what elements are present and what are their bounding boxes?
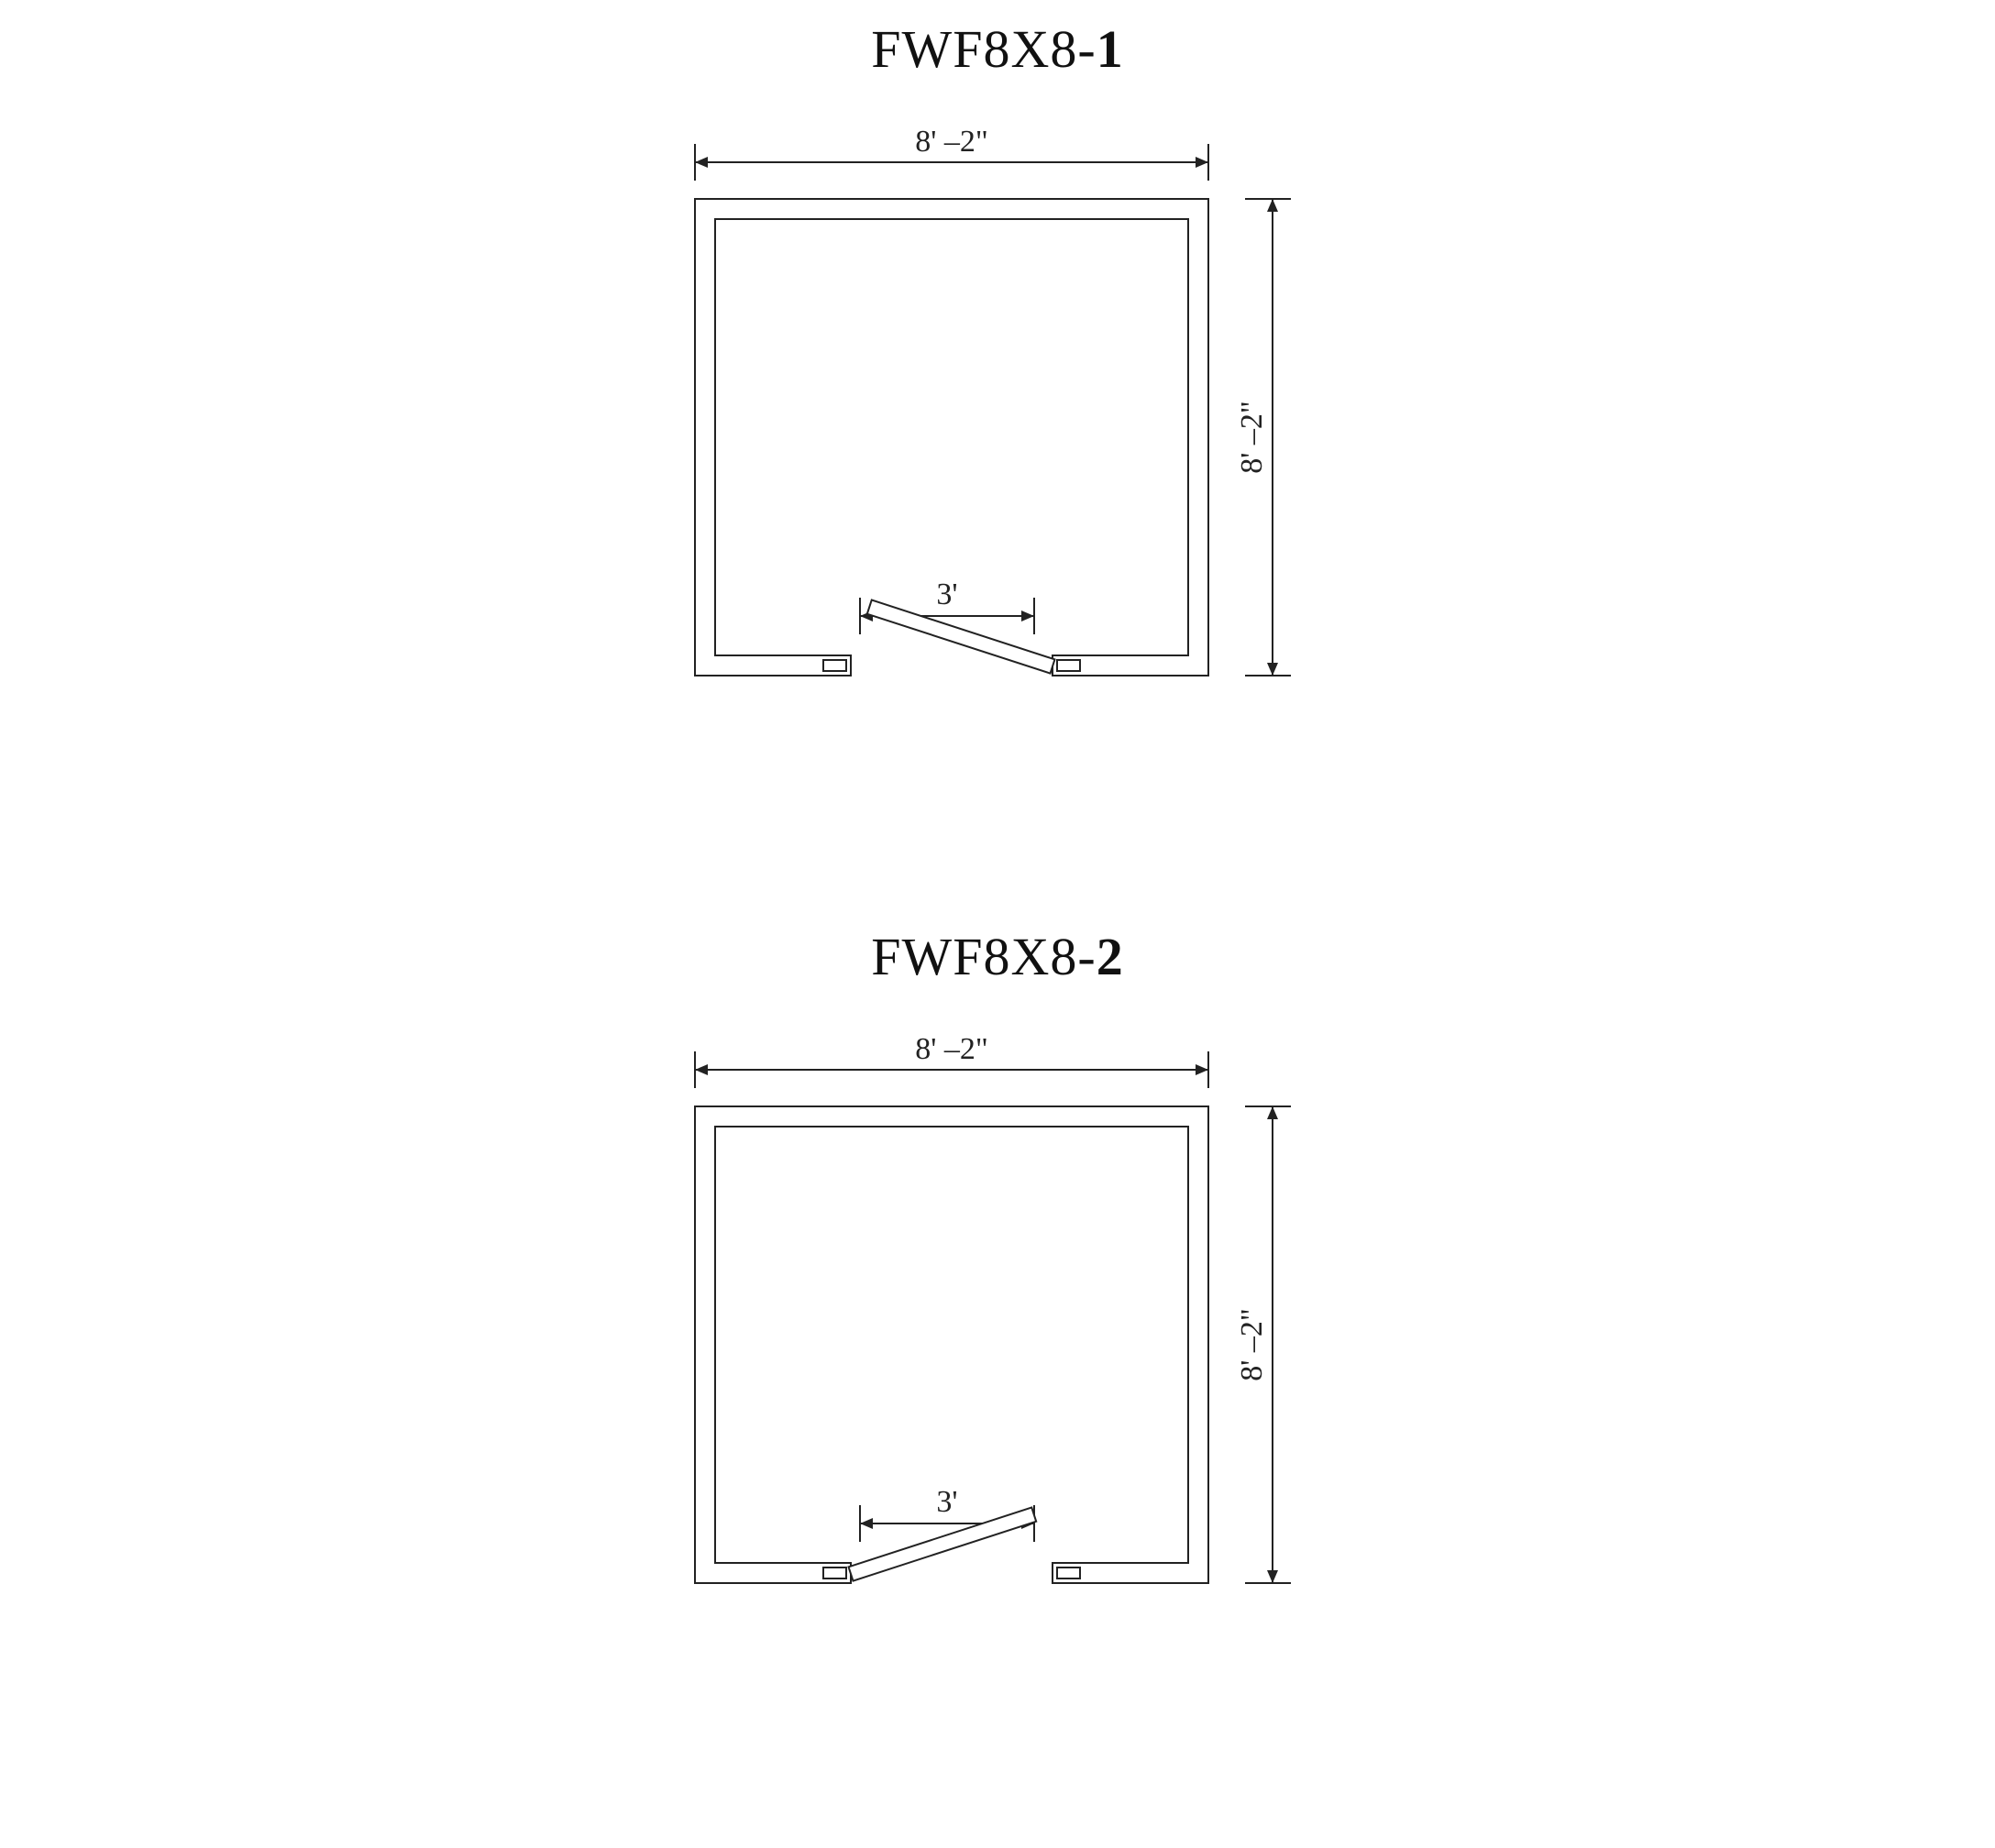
dim-door-label-2: 3' xyxy=(936,1485,957,1519)
dim-door-label-1: 3' xyxy=(936,578,957,611)
plan-title-prefix-2: FWF8X8- xyxy=(871,927,1096,986)
door-leaf-1 xyxy=(867,600,1055,673)
dim-height-label-1: 8' –2" xyxy=(1235,401,1269,474)
dim-width-1: 8' –2" xyxy=(695,125,1208,181)
dim-width-label-1: 8' –2" xyxy=(915,125,988,159)
dim-height-label-2: 8' –2" xyxy=(1235,1308,1269,1381)
plan-block-1: FWF8X8-1 8' –2" xyxy=(0,18,1995,831)
plan-title-suffix-1: 1 xyxy=(1097,19,1124,79)
plan-svg-1: 8' –2" 8' –2" xyxy=(585,80,1410,831)
dim-door-2: 3' xyxy=(860,1485,1034,1542)
plan-title-1: FWF8X8-1 xyxy=(0,18,1995,80)
dim-width-label-2: 8' –2" xyxy=(915,1032,988,1066)
plan-title-suffix-2: 2 xyxy=(1097,927,1124,986)
dim-height-1: 8' –2" xyxy=(1235,199,1291,676)
plan-svg-2: 8' –2" 8' –2" xyxy=(585,987,1410,1739)
dim-width-2: 8' –2" xyxy=(695,1032,1208,1088)
page: FWF8X8-1 8' –2" xyxy=(0,0,1995,1848)
dim-height-2: 8' –2" xyxy=(1235,1106,1291,1583)
plan-title-2: FWF8X8-2 xyxy=(0,926,1995,987)
plan-title-prefix-1: FWF8X8- xyxy=(871,19,1096,79)
plan-block-2: FWF8X8-2 8' –2" xyxy=(0,926,1995,1739)
